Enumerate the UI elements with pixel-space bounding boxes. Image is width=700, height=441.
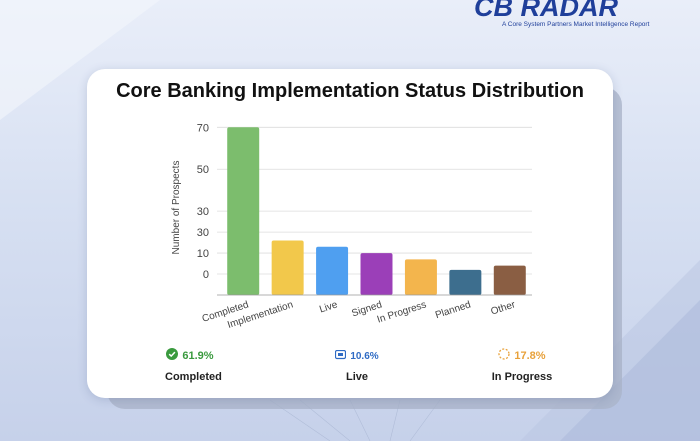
stat-live: 10.6% Live	[287, 347, 427, 383]
stat-completed-value: 61.9%	[182, 350, 214, 362]
stat-completed-label: Completed	[165, 371, 222, 384]
bar-live	[316, 246, 349, 295]
y-tick-label: 10	[197, 248, 209, 260]
stat-in-progress-label: In Progress	[491, 371, 553, 384]
grid-lines	[217, 126, 532, 275]
y-tick-label: 30	[197, 227, 209, 239]
stat-live-label: Live	[345, 371, 368, 384]
chart-card: Core Banking Implementation Status Distr…	[87, 69, 613, 398]
logo-text: CB RADAR	[474, 0, 618, 22]
dashed-circle-icon	[498, 347, 511, 365]
stat-completed: 61.9% Completed	[120, 347, 260, 383]
logo-tagline: A Core System Partners Market Intelligen…	[502, 21, 650, 28]
bar-in-progress	[404, 259, 437, 295]
stat-in-progress: 17.8% In Progress	[452, 347, 592, 383]
check-circle-icon	[166, 347, 179, 365]
bar-completed	[227, 127, 260, 295]
x-tick-label: Planned	[434, 299, 472, 321]
x-tick-label: Live	[318, 299, 339, 315]
bar-planned	[449, 269, 482, 295]
x-tick-label: In Progress	[376, 299, 428, 325]
y-tick-label: 30	[197, 206, 209, 218]
bar-implementation	[271, 240, 304, 295]
chart-title: Core Banking Implementation Status Distr…	[116, 80, 584, 102]
monitor-icon	[335, 347, 347, 365]
y-axis-label: Number of Prospects	[171, 161, 182, 255]
bar-other	[493, 265, 526, 295]
y-tick-label: 0	[203, 269, 209, 281]
x-tick-label: Other	[490, 299, 518, 317]
y-tick-labels: 0 10 30 30 50 70	[197, 122, 209, 281]
brand-logo: CB RADAR A Core System Partners Market I…	[474, 0, 700, 28]
y-tick-label: 70	[197, 122, 209, 134]
y-tick-label: 50	[197, 164, 209, 176]
stat-live-value: 10.6%	[350, 350, 379, 362]
stat-in-progress-value: 17.8%	[514, 350, 546, 362]
bar-signed	[360, 253, 393, 295]
bars	[227, 127, 526, 295]
